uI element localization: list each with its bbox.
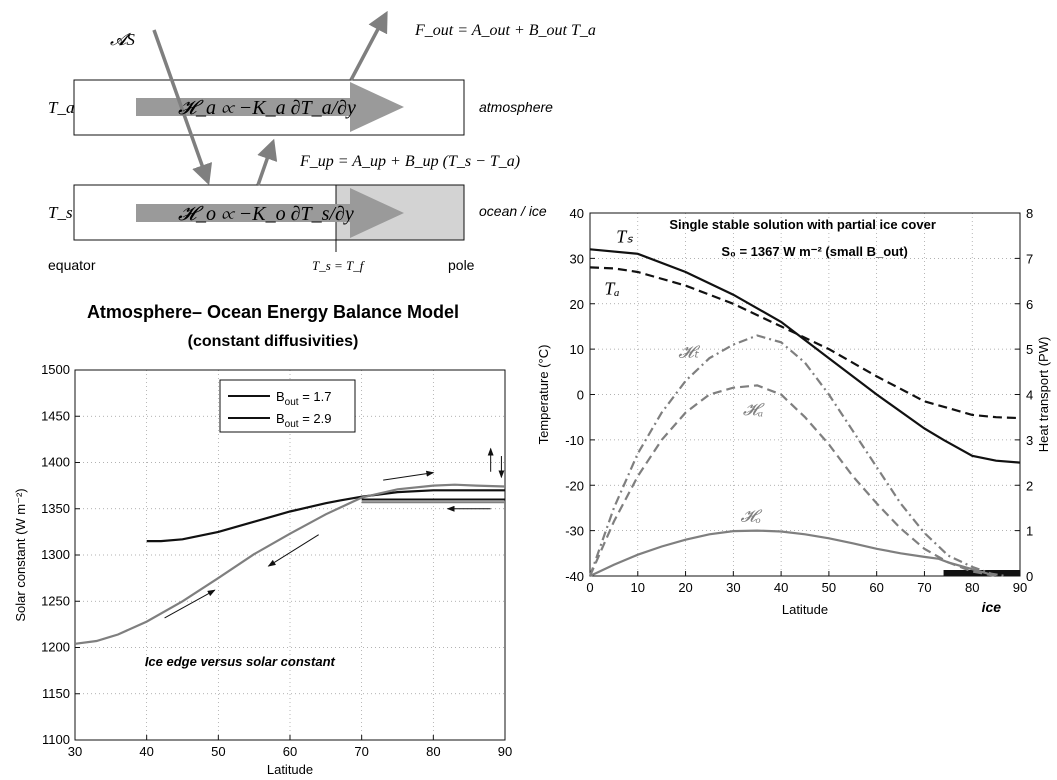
y-tick-label: -10 — [565, 433, 584, 448]
series-line — [588, 334, 1006, 578]
y-tick-label: 0 — [577, 388, 584, 403]
chart-title: Single stable solution with partial ice … — [669, 217, 936, 232]
x-tick-label: 30 — [726, 580, 740, 595]
atmosphere-transport-label: 𝓗_a ∝ −K_a ∂T_a/∂y — [178, 97, 356, 119]
y-tick-label: 1150 — [42, 686, 70, 701]
ocean-transport-arrow — [136, 188, 404, 238]
x-tick-label: 40 — [774, 580, 788, 595]
outgoing-flux-arrow — [349, 10, 388, 81]
y-tick-label: 10 — [570, 342, 584, 357]
hysteresis-arrow — [383, 470, 435, 481]
pole-label: pole — [448, 257, 475, 273]
schematic: 𝓐S F_out = A_out + B_out T_a F_up = A_up… — [48, 10, 596, 273]
equator-label: equator — [48, 257, 96, 273]
x-tick-label: 40 — [139, 744, 153, 759]
y2-tick-label: 1 — [1026, 524, 1033, 539]
x-tick-label: 90 — [498, 744, 512, 759]
x-tick-label: 50 — [822, 580, 836, 595]
series-label: 𝓗ₜ — [678, 342, 700, 361]
legend-label: Bout = 1.7 — [276, 389, 331, 408]
y-tick-label: -40 — [565, 569, 584, 584]
x-tick-label: 70 — [917, 580, 931, 595]
hysteresis-arrow — [267, 534, 319, 567]
upward-flux-label: F_up = A_up + B_up (T_s − T_a) — [299, 153, 520, 170]
y-axis-label: Solar constant (W m⁻²) — [13, 488, 28, 621]
x-tick-label: 70 — [354, 744, 368, 759]
plot-frame — [589, 212, 1021, 577]
y-tick-label: 40 — [570, 206, 584, 221]
y2-tick-label: 8 — [1026, 206, 1033, 221]
y-tick-label: 1500 — [41, 362, 70, 377]
solar-flux-label: 𝓐S — [110, 30, 135, 49]
outgoing-flux-label: F_out = A_out + B_out T_a — [414, 22, 596, 39]
hysteresis-arrow — [164, 589, 216, 619]
x-tick-label: 60 — [283, 744, 297, 759]
x-tick-label: 60 — [869, 580, 883, 595]
y2-tick-label: 5 — [1026, 342, 1033, 357]
y-tick-label: 30 — [570, 251, 584, 266]
surface-temp-label: T_s — [48, 203, 73, 222]
x-tick-label: 10 — [631, 580, 645, 595]
x-axis-label: Latitude — [782, 602, 828, 617]
x-tick-label: 80 — [426, 744, 440, 759]
series-line — [589, 266, 1021, 420]
y2-tick-label: 7 — [1026, 251, 1033, 266]
freezing-edge-label: T_s = T_f — [312, 258, 366, 273]
series-line — [146, 489, 505, 543]
chart-subtitle: S₀ = 1367 W m⁻² (small B_out) — [721, 244, 907, 259]
y2-axis-label: Heat transport (PW) — [1036, 337, 1051, 453]
ocean-transport-label: 𝓗_o ∝ −K_o ∂T_s/∂y — [178, 203, 354, 225]
y2-tick-label: 2 — [1026, 478, 1033, 493]
series-label: 𝓗ₒ — [741, 507, 763, 526]
model-title-line1: Atmosphere– Ocean Energy Balance Model — [87, 302, 459, 322]
solar-flux-arrow — [152, 29, 213, 186]
model-title-line2: (constant diffusivities) — [188, 333, 359, 350]
series-line — [74, 483, 506, 645]
series-line — [588, 384, 997, 578]
annotation: Ice edge versus solar constant — [145, 654, 336, 669]
series-label: 𝓗ₐ — [743, 400, 765, 419]
x-tick-label: 90 — [1013, 580, 1027, 595]
y-tick-label: 20 — [570, 297, 584, 312]
atmosphere-temp-label: T_a — [48, 98, 74, 117]
legend-box — [219, 379, 356, 433]
temperature-transport-chart: 0 10 20 30 40 50 60 70 80 90-40-30-20-10010203040… — [536, 206, 1051, 617]
plot-frame — [74, 369, 506, 741]
y-axis-label: Temperature (°C) — [536, 345, 551, 445]
y-tick-label: 1450 — [41, 408, 70, 423]
atmosphere-label: atmosphere — [479, 99, 553, 115]
atmosphere-transport-arrow — [136, 82, 404, 132]
y-tick-label: 1100 — [42, 732, 70, 747]
y-tick-label: 1350 — [41, 501, 70, 516]
y2-tick-label: 3 — [1026, 433, 1033, 448]
x-tick-label: 50 — [211, 744, 225, 759]
ocean-ice-label: ocean / ice — [479, 203, 547, 219]
y-tick-label: 1250 — [41, 593, 70, 608]
y-tick-label: 1400 — [41, 455, 70, 470]
y-tick-label: -30 — [565, 524, 584, 539]
series-label: Tₛ — [616, 226, 633, 246]
y2-tick-label: 0 — [1026, 569, 1033, 584]
y-tick-label: -20 — [565, 478, 584, 493]
legend-label: Bout = 2.9 — [276, 411, 331, 430]
series-label: Tₐ — [604, 279, 619, 299]
x-tick-label: 20 — [678, 580, 692, 595]
x-tick-label: 30 — [68, 744, 82, 759]
x-axis-label: Latitude — [267, 762, 313, 777]
x-tick-label: 80 — [965, 580, 979, 595]
y-tick-label: 1300 — [41, 547, 70, 562]
y2-tick-label: 4 — [1026, 388, 1033, 403]
ice-label: ice — [982, 599, 1002, 615]
upward-flux-arrow — [256, 138, 278, 186]
series-line — [589, 248, 1021, 464]
y-tick-label: 1200 — [41, 640, 70, 655]
y2-tick-label: 6 — [1026, 297, 1033, 312]
series-line — [589, 529, 997, 578]
ice-edge-chart: 30 40 50 60 70 80 90 1100 1150 1200 1250 1300 1350 14… — [13, 362, 512, 777]
x-tick-label: 0 — [586, 580, 593, 595]
